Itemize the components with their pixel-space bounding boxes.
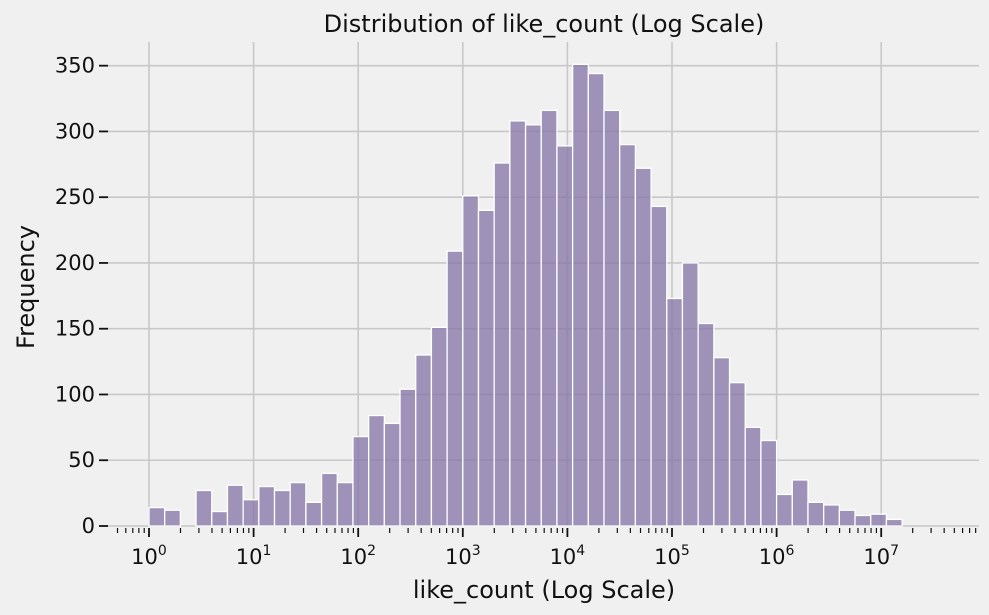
x-tick-label: 100 bbox=[131, 543, 167, 569]
histogram-bar bbox=[493, 162, 511, 527]
histogram-bar bbox=[556, 145, 574, 527]
histogram-bar bbox=[870, 513, 888, 527]
histogram-bar bbox=[415, 354, 433, 527]
x-tick-label: 107 bbox=[863, 543, 899, 569]
histogram-bar bbox=[603, 109, 621, 527]
histogram-bar bbox=[383, 422, 401, 527]
y-axis-label: Frequency bbox=[12, 225, 40, 349]
histogram-bar bbox=[305, 501, 323, 527]
histogram-bar bbox=[697, 322, 715, 527]
histogram-bar bbox=[273, 489, 291, 527]
histogram-bar bbox=[807, 501, 825, 527]
x-tick-label: 105 bbox=[654, 543, 690, 569]
x-tick-label: 104 bbox=[550, 543, 586, 569]
y-axis-ticks: 0 50 100 150 200 250 300 350 bbox=[55, 54, 108, 538]
histogram-bar bbox=[242, 499, 260, 527]
histogram-bar bbox=[430, 326, 448, 527]
histogram-bar bbox=[446, 250, 464, 527]
histogram-bar bbox=[320, 472, 338, 527]
y-tick-label: 350 bbox=[55, 54, 95, 78]
histogram-bar bbox=[148, 506, 166, 527]
histogram-bar bbox=[713, 357, 731, 527]
histogram-bar bbox=[258, 485, 276, 527]
x-tick-label: 103 bbox=[445, 543, 481, 569]
chart-title: Distribution of like_count (Log Scale) bbox=[324, 10, 765, 38]
histogram-bar bbox=[336, 481, 354, 527]
histogram-bar bbox=[368, 414, 386, 527]
x-axis-ticks: 100 101 102 103 104 105 106 107 bbox=[116, 528, 977, 569]
y-tick-label: 200 bbox=[55, 251, 95, 275]
histogram-bar bbox=[760, 439, 778, 527]
y-tick-label: 100 bbox=[55, 382, 95, 406]
histogram-bar bbox=[634, 167, 652, 527]
histogram-bar bbox=[477, 209, 495, 527]
histogram-bar bbox=[666, 297, 684, 527]
histogram-bar bbox=[509, 120, 527, 527]
histogram-bar bbox=[540, 109, 558, 527]
histogram-bar bbox=[728, 381, 746, 527]
x-tick-label: 102 bbox=[340, 543, 376, 569]
histogram-bar bbox=[838, 509, 856, 527]
histogram-bar bbox=[885, 518, 903, 527]
histogram-bar bbox=[571, 63, 589, 527]
x-tick-label: 101 bbox=[236, 543, 272, 569]
histogram-bar bbox=[164, 509, 182, 527]
histogram-bar bbox=[744, 426, 762, 527]
y-tick-label: 250 bbox=[55, 185, 95, 209]
histogram-bars bbox=[148, 63, 903, 527]
histogram-bar bbox=[399, 388, 417, 527]
x-axis-label: like_count (Log Scale) bbox=[413, 576, 675, 604]
histogram-bar bbox=[352, 435, 370, 527]
histogram-bar bbox=[854, 514, 872, 527]
histogram-bar bbox=[791, 479, 809, 527]
y-tick-label: 150 bbox=[55, 317, 95, 341]
histogram-bar bbox=[681, 262, 699, 527]
histogram-bar bbox=[524, 124, 542, 527]
histogram-bar bbox=[195, 489, 213, 527]
x-tick-label: 106 bbox=[759, 543, 795, 569]
histogram-bar bbox=[462, 195, 480, 527]
histogram-bar bbox=[226, 484, 244, 527]
histogram-bar bbox=[289, 481, 307, 527]
histogram-bar bbox=[823, 504, 841, 527]
histogram-bar bbox=[619, 143, 637, 527]
histogram-bar bbox=[775, 493, 793, 527]
histogram-bar bbox=[650, 205, 668, 527]
histogram-bar bbox=[587, 72, 605, 527]
histogram-bar bbox=[211, 510, 229, 527]
y-tick-label: 0 bbox=[82, 514, 95, 538]
y-tick-label: 300 bbox=[55, 119, 95, 143]
y-tick-label: 50 bbox=[68, 448, 95, 472]
